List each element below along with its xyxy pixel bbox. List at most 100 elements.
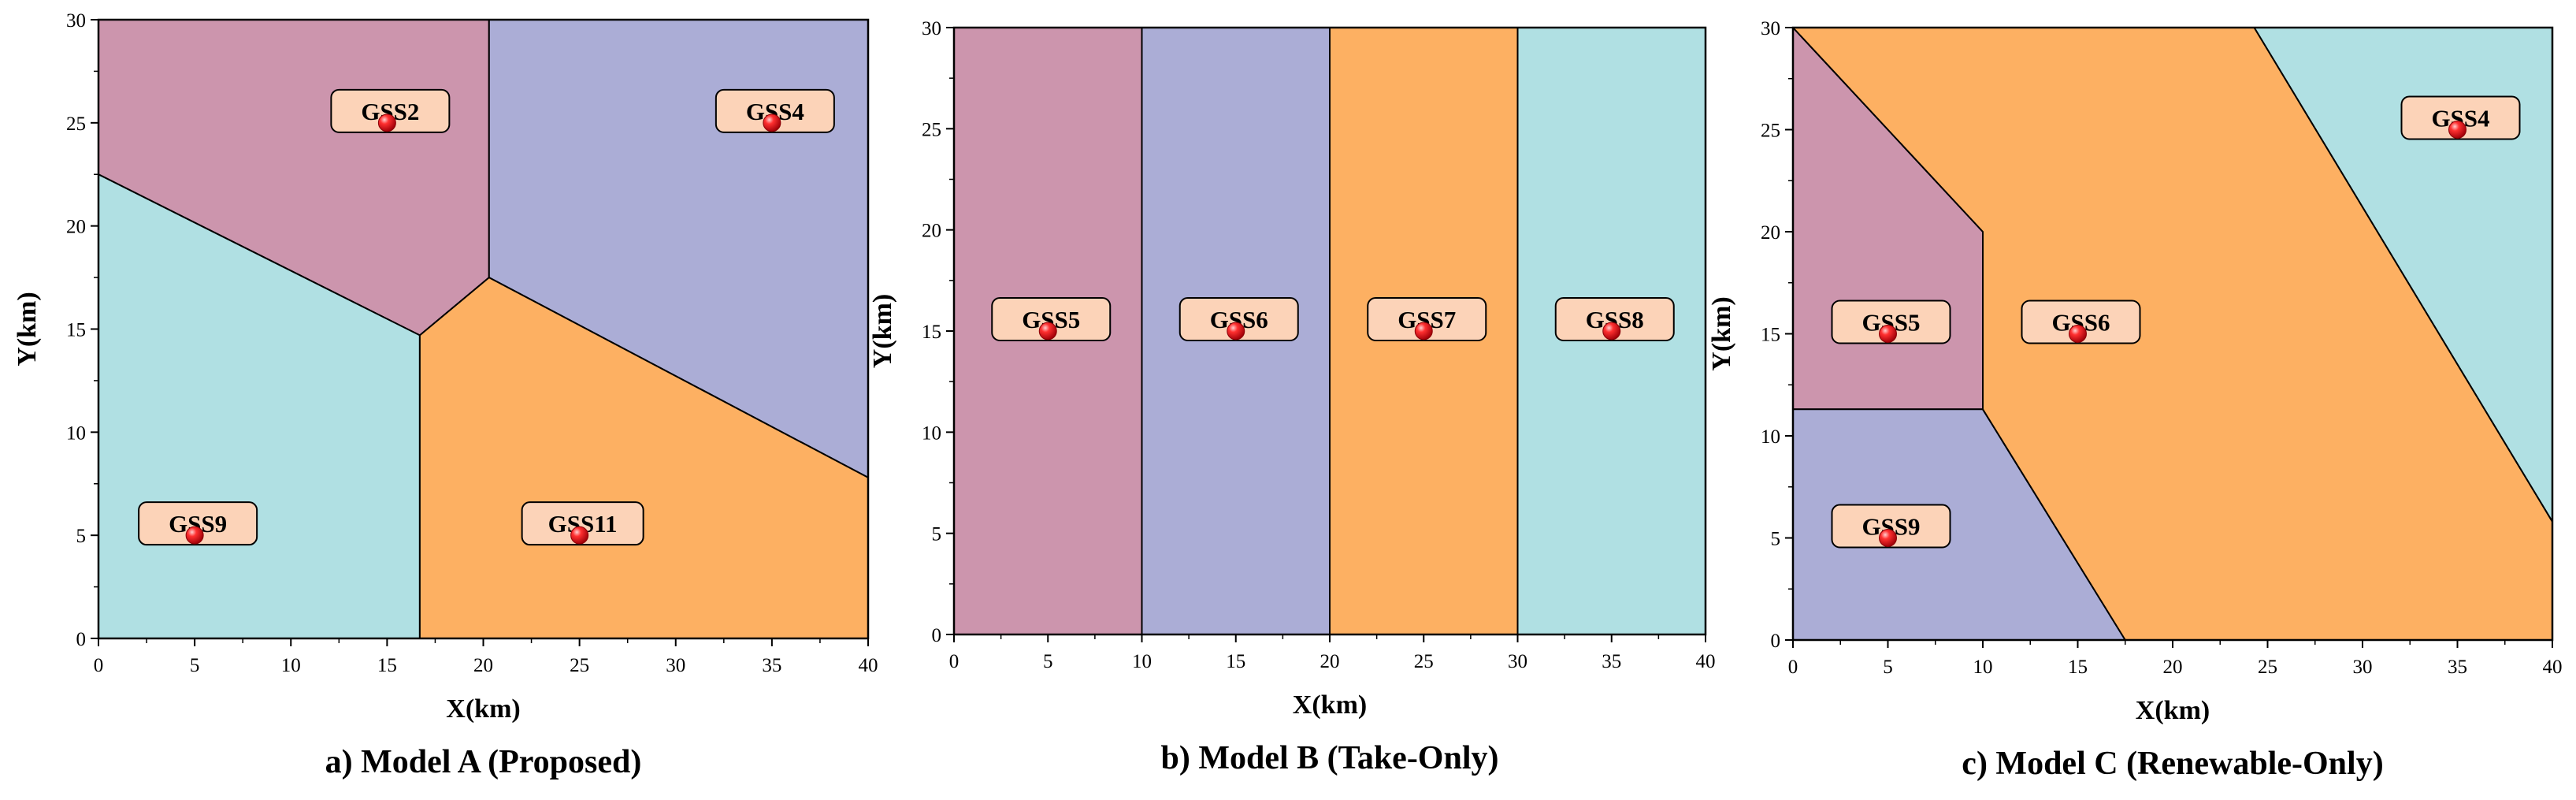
panel-c-stations: GSS4 GSS5 GSS6 GSS9 xyxy=(1831,95,2521,549)
panel-a-x-tick-label: 0 xyxy=(94,655,104,676)
panel-c-station-gss9: GSS9 xyxy=(1831,504,1951,549)
panel-c-x-tick-label: 20 xyxy=(2163,657,2183,678)
panel-b-x-axis-label: X(km) xyxy=(1293,690,1367,720)
panel-b-station-gss6: GSS6 xyxy=(1179,297,1299,341)
panel-b-y-tick-label: 10 xyxy=(922,422,941,444)
panel-a-point-gss11 xyxy=(570,526,589,545)
panel-c-station-gss5: GSS5 xyxy=(1831,300,1951,344)
panel-a-x-tick-label: 35 xyxy=(762,655,781,676)
panel-b-point-gss5 xyxy=(1038,322,1057,340)
panel-c-x-ticks: 0 5 10 15 20 25 30 35 40 xyxy=(1788,640,2563,678)
panel-c-station-gss4: GSS4 xyxy=(2400,95,2521,140)
panel-c-y-axis-label: Y(km) xyxy=(1707,296,1736,370)
panel-c-y-tick-label: 10 xyxy=(1761,426,1780,448)
panel-c-y-tick-label: 25 xyxy=(1761,121,1780,142)
panel-a-y-axis-label: Y(km) xyxy=(13,292,42,366)
panel-c-x-tick-label: 35 xyxy=(2448,657,2467,678)
panel-a-point-gss4 xyxy=(763,113,781,132)
panel-b-y-tick-label: 30 xyxy=(922,18,941,39)
panel-c-x-tick-label: 5 xyxy=(1883,657,1893,678)
panel-b-y-ticks: 0 5 10 15 20 25 30 xyxy=(922,18,954,646)
panel-a-y-tick-label: 5 xyxy=(76,526,87,547)
panel-c-y-tick-label: 30 xyxy=(1761,18,1780,39)
panel-a-x-tick-label: 5 xyxy=(190,655,200,676)
panel-a-x-tick-label: 25 xyxy=(570,655,589,676)
panel-b-label-box-gss5 xyxy=(991,297,1112,341)
panel-b-y-axis-label: Y(km) xyxy=(868,294,897,368)
panel-a-station-gss11: GSS11 xyxy=(521,501,644,546)
panel-c-y-tick-label: 20 xyxy=(1761,222,1780,244)
panel-b-x-tick-label: 40 xyxy=(1696,651,1716,672)
panel-b-x-tick-label: 15 xyxy=(1226,651,1245,672)
panel-a-y-ticks: 0 5 10 15 20 25 30 xyxy=(66,10,98,650)
panel-a-stations: GSS2 GSS4 GSS9 GSS11 xyxy=(138,88,835,546)
panel-c-label-box-gss9 xyxy=(1831,504,1951,549)
panel-b-station-gss5: GSS5 xyxy=(991,297,1112,341)
panel-c-x-tick-label: 0 xyxy=(1788,657,1798,678)
panel-a-x-axis-label: X(km) xyxy=(446,694,520,724)
panel-a-label-box-gss2 xyxy=(330,88,451,133)
panel-c-label-box-gss4 xyxy=(2400,95,2521,140)
panel-c-point-gss6 xyxy=(2069,325,2087,343)
panel-b-x-tick-label: 10 xyxy=(1132,651,1152,672)
panel-c-x-tick-label: 10 xyxy=(1973,657,1993,678)
panel-b-y-tick-label: 15 xyxy=(922,322,941,343)
panel-b-label-box-gss6 xyxy=(1179,297,1299,341)
panel-b-station-gss7: GSS7 xyxy=(1367,297,1487,341)
panel-c-label-box-gss5 xyxy=(1831,300,1951,344)
panel-b-x-ticks: 0 5 10 15 20 25 30 35 40 xyxy=(949,634,1716,672)
panel-a-station-gss4: GSS4 xyxy=(715,88,835,133)
panel-b-x-tick-label: 35 xyxy=(1602,651,1621,672)
panel-b-point-gss7 xyxy=(1414,322,1433,340)
panel-a-y-tick-label: 0 xyxy=(76,629,87,650)
panel-a-x-tick-label: 10 xyxy=(281,655,301,676)
panel-a-y-tick-label: 30 xyxy=(66,10,86,32)
panel-b-station-gss8: GSS8 xyxy=(1554,297,1675,341)
panel-b-x-tick-label: 20 xyxy=(1320,651,1340,672)
panel-b-x-tick-label: 5 xyxy=(1043,651,1053,672)
panel-a-x-tick-label: 30 xyxy=(666,655,685,676)
panel-a-station-gss2: GSS2 xyxy=(330,88,451,133)
panel-c-point-gss4 xyxy=(2448,121,2467,139)
panel-b-y-tick-label: 20 xyxy=(922,221,941,242)
panel-a-x-ticks: 0 5 10 15 20 25 30 35 40 xyxy=(94,638,878,676)
panel-c-label-box-gss6 xyxy=(2021,300,2141,344)
panel-b-point-gss6 xyxy=(1227,322,1245,340)
panel-a-x-tick-label: 15 xyxy=(377,655,397,676)
panel-c-station-gss6: GSS6 xyxy=(2021,300,2141,344)
panel-b-y-tick-label: 0 xyxy=(932,625,942,646)
panel-b-label-box-gss8 xyxy=(1554,297,1675,341)
panel-a-y-tick-label: 15 xyxy=(66,320,86,341)
panel-c-y-ticks: 0 5 10 15 20 25 30 xyxy=(1761,18,1793,652)
panel-c-x-tick-label: 15 xyxy=(2068,657,2088,678)
panel-a-y-tick-label: 25 xyxy=(66,113,86,135)
panel-a-x-tick-label: 20 xyxy=(473,655,493,676)
panel-c-y-tick-label: 15 xyxy=(1761,325,1780,346)
panel-c-x-tick-label: 40 xyxy=(2543,657,2563,678)
panel-c-y-tick-label: 5 xyxy=(1771,529,1781,550)
panel-c-x-tick-label: 25 xyxy=(2258,657,2277,678)
panel-a-y-tick-label: 10 xyxy=(66,422,86,444)
panel-a-station-gss9: GSS9 xyxy=(138,501,258,546)
panel-a-label-box-gss4 xyxy=(715,88,835,133)
panel-b-x-tick-label: 30 xyxy=(1508,651,1527,672)
panel-b-caption: b) Model B (Take-Only) xyxy=(1161,740,1499,776)
panel-c-x-tick-label: 30 xyxy=(2353,657,2373,678)
panel-b-stations: GSS5 GSS6 GSS7 GSS8 xyxy=(991,297,1675,341)
panel-b-point-gss8 xyxy=(1602,322,1621,340)
panel-a-y-tick-label: 20 xyxy=(66,217,86,238)
panel-a-label-box-gss9 xyxy=(138,501,258,546)
panel-b-y-tick-label: 5 xyxy=(932,524,942,545)
panel-c-y-tick-label: 0 xyxy=(1771,631,1781,652)
panel-c-point-gss9 xyxy=(1879,529,1897,547)
panel-a-x-tick-label: 40 xyxy=(859,655,878,676)
panel-a-label-box-gss11 xyxy=(521,501,644,546)
panel-c-point-gss5 xyxy=(1879,325,1897,343)
panel-a-caption: a) Model A (Proposed) xyxy=(325,744,642,780)
panel-a-point-gss9 xyxy=(185,526,204,545)
panel-b-y-tick-label: 25 xyxy=(922,119,941,140)
